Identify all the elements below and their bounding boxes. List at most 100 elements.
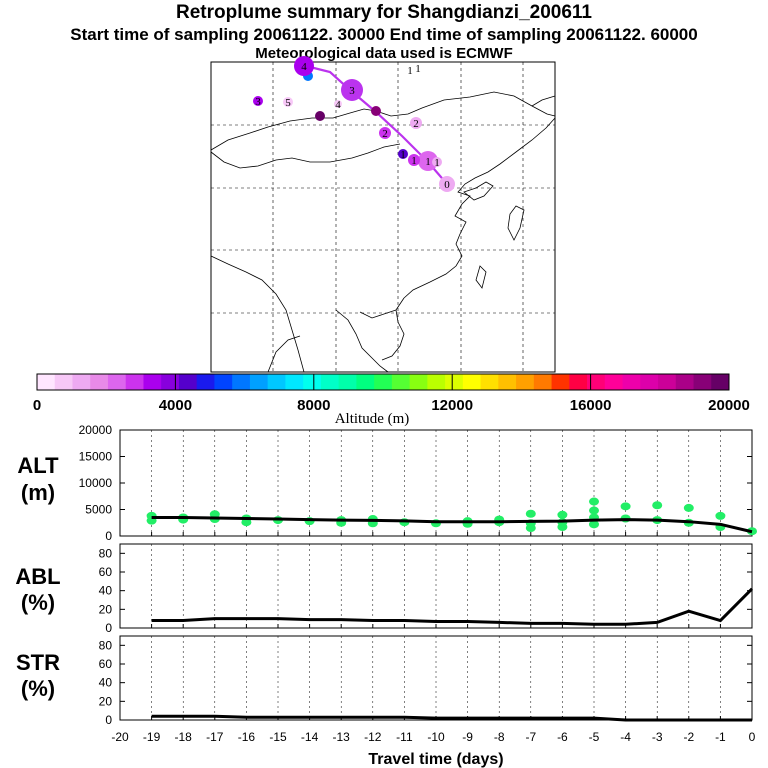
trajectory-cluster-label: 2 xyxy=(413,118,419,130)
colorbar-swatch xyxy=(161,374,180,390)
colorbar-swatch xyxy=(516,374,535,390)
y-tick-label: 80 xyxy=(99,546,113,560)
map-coastlines xyxy=(210,91,556,373)
trajectory-cluster-label: 1 xyxy=(425,156,431,168)
colorbar-tick-label: 4000 xyxy=(159,397,192,414)
colorbar-tick-label: 20000 xyxy=(708,397,750,414)
x-tick-label: -4 xyxy=(620,730,631,744)
map-border xyxy=(210,143,401,169)
trajectory-cluster-label: 1 xyxy=(400,149,406,161)
y-tick-label: 80 xyxy=(99,638,113,652)
colorbar-swatch xyxy=(427,374,446,390)
trajectory-cluster-marker xyxy=(253,96,263,106)
colorbar-tick-label: 16000 xyxy=(570,397,612,414)
x-tick-label: -7 xyxy=(525,730,536,744)
colorbar-swatch xyxy=(143,374,162,390)
y-tick-label: 0 xyxy=(105,529,112,543)
x-tick-label: -20 xyxy=(111,730,129,744)
altitude-scatter-point xyxy=(715,511,726,520)
colorbar-swatch xyxy=(37,374,56,390)
chart-title: Retroplume summary for Shangdianzi_20061… xyxy=(175,2,593,23)
x-tick-label: -14 xyxy=(301,730,319,744)
colorbar: 0 4000 8000 12000 16000 20000 Altitude (m) xyxy=(33,373,750,427)
colorbar-swatch xyxy=(693,374,712,390)
trajectory-cluster-marker xyxy=(283,97,293,107)
colorbar-swatch xyxy=(569,374,588,390)
colorbar-swatch xyxy=(107,374,127,390)
colorbar-swatch xyxy=(675,374,694,390)
trajectory-cluster-label: 4 xyxy=(301,61,307,73)
trajectory-cluster-label: 1 xyxy=(407,65,413,77)
y-tick-label: 20 xyxy=(99,602,113,616)
colorbar-swatch xyxy=(533,374,552,390)
colorbar-swatch xyxy=(445,374,464,390)
x-tick-label: -3 xyxy=(652,730,663,744)
altitude-scatter-point xyxy=(589,497,599,506)
y-tick-label: 60 xyxy=(99,565,113,579)
map-border xyxy=(335,309,389,373)
altitude-scatter-point xyxy=(620,502,631,511)
trajectory-cluster-marker xyxy=(410,117,422,129)
x-tick-label: 0 xyxy=(749,730,756,744)
map-coastline xyxy=(403,117,556,299)
panel-unit: (m) xyxy=(21,480,55,505)
y-tick-label: 20 xyxy=(99,694,113,708)
colorbar-swatch xyxy=(214,374,233,390)
trajectory-cluster-label: 3 xyxy=(349,85,355,97)
trajectory-cluster-label: 5 xyxy=(285,97,291,109)
colorbar-swatch xyxy=(374,374,393,390)
panel-unit: (%) xyxy=(21,590,55,615)
trajectory-cluster-label: 1 xyxy=(415,63,421,75)
panel-unit: (%) xyxy=(21,676,55,701)
x-tick-label: -2 xyxy=(683,730,694,744)
colorbar-tick-label: 8000 xyxy=(297,397,330,414)
trajectory-cluster-label: 4 xyxy=(335,99,341,111)
x-tick-label: -1 xyxy=(715,730,726,744)
altitude-scatter-point xyxy=(525,509,536,518)
trajectory-cluster-marker xyxy=(294,56,314,76)
x-tick-label: -13 xyxy=(333,730,351,744)
trajectory-cluster-marker xyxy=(334,100,342,108)
x-tick-label: -12 xyxy=(364,730,382,744)
colorbar-swatch xyxy=(303,374,322,390)
colorbar-swatch xyxy=(125,374,144,390)
x-tick-label: -5 xyxy=(589,730,600,744)
altitude-scatter-point xyxy=(589,520,599,529)
trajectory-cluster-marker xyxy=(371,106,381,116)
y-tick-label: 20000 xyxy=(79,423,113,437)
trajectory-cluster-marker xyxy=(432,157,442,167)
trajectory-cluster-marker xyxy=(439,176,455,192)
colorbar-swatch xyxy=(462,374,481,390)
colorbar-swatch xyxy=(658,374,677,390)
trajectory-cluster-label: 0 xyxy=(444,179,450,191)
trajectory-cluster-marker xyxy=(315,111,325,121)
x-tick-label: -18 xyxy=(175,730,193,744)
colorbar-swatch xyxy=(196,374,215,390)
series-line xyxy=(151,515,753,534)
series-line xyxy=(151,587,754,626)
map-frame xyxy=(210,61,556,373)
colorbar-swatch xyxy=(178,374,198,390)
colorbar-swatch xyxy=(356,374,375,390)
map-border xyxy=(210,255,305,373)
y-tick-label: 10000 xyxy=(79,476,113,490)
x-tick-label: -15 xyxy=(269,730,287,744)
colorbar-swatch xyxy=(90,374,109,390)
x-tick-label: -17 xyxy=(206,730,224,744)
x-axis-label: Travel time (days) xyxy=(368,751,503,768)
trajectory-cluster-label: 1 xyxy=(411,155,417,167)
map-island xyxy=(507,205,525,241)
colorbar-swatch xyxy=(267,374,286,390)
trajectory-cluster-marker xyxy=(408,154,420,166)
map-coastline xyxy=(463,181,494,201)
x-tick-label: -16 xyxy=(238,730,256,744)
colorbar-tick-label: 12000 xyxy=(431,397,473,414)
met-data-text: Meteorological data used is ECMWF xyxy=(255,45,513,62)
colorbar-swatch xyxy=(338,374,357,390)
trajectory-cluster-marker xyxy=(407,67,413,73)
series-line xyxy=(151,714,752,722)
colorbar-tick-label: 0 xyxy=(33,397,41,414)
y-tick-label: 40 xyxy=(99,676,113,690)
